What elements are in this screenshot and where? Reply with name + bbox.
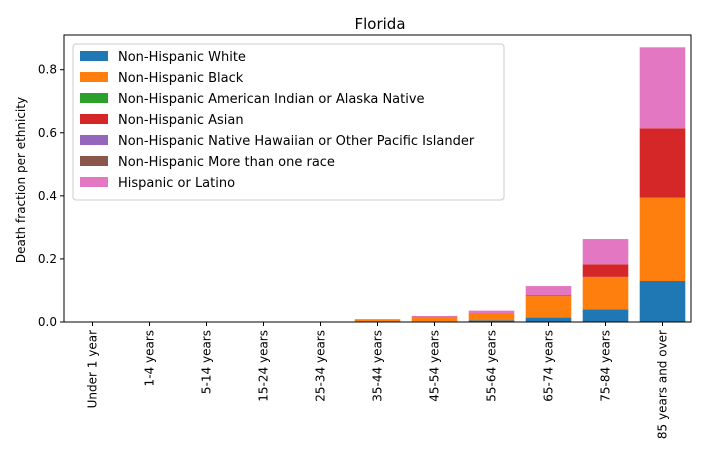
bar-1-7 bbox=[468, 313, 515, 321]
legend-swatch-1 bbox=[80, 72, 108, 82]
bar-1-6 bbox=[411, 316, 458, 322]
bar-6-6 bbox=[411, 316, 458, 317]
y-tick-label-3: 0.6 bbox=[38, 126, 57, 140]
chart-title: Florida bbox=[354, 15, 405, 33]
legend-swatch-5 bbox=[80, 156, 108, 166]
legend-swatch-6 bbox=[80, 177, 108, 187]
x-tick-label-10: 85 years and over bbox=[656, 330, 670, 439]
legend-label-2: Non-Hispanic American Indian or Alaska N… bbox=[118, 92, 425, 107]
y-tick-label-2: 0.4 bbox=[38, 189, 57, 203]
y-axis-label: Death fraction per ethnicity bbox=[14, 97, 28, 263]
y-tick-label-0: 0.0 bbox=[38, 315, 57, 329]
legend-swatch-2 bbox=[80, 93, 108, 103]
bar-1-5 bbox=[354, 319, 401, 322]
x-tick-label-9: 75-84 years bbox=[599, 330, 613, 402]
x-tick-label-5: 35-44 years bbox=[371, 330, 385, 402]
legend-label-3: Non-Hispanic Asian bbox=[118, 113, 244, 128]
legend-label-6: Hispanic or Latino bbox=[118, 176, 235, 191]
legend-label-5: Non-Hispanic More than one race bbox=[118, 155, 335, 170]
bar-6-7 bbox=[468, 310, 515, 314]
bar-6-8 bbox=[525, 286, 572, 296]
bar-6-10 bbox=[639, 47, 686, 129]
legend-label-4: Non-Hispanic Native Hawaiian or Other Pa… bbox=[118, 134, 475, 149]
bar-0-10 bbox=[639, 281, 686, 322]
bars-group bbox=[297, 47, 686, 322]
x-tick-label-0: Under 1 year bbox=[86, 330, 100, 408]
x-tick-label-7: 55-64 years bbox=[485, 330, 499, 402]
legend-label-0: Non-Hispanic White bbox=[118, 50, 246, 65]
legend: Non-Hispanic White Non-Hispanic Black Non-… bbox=[72, 43, 505, 201]
y-tick-label-1: 0.2 bbox=[38, 252, 57, 266]
bar-3-10 bbox=[639, 128, 686, 198]
bar-0-8 bbox=[525, 317, 572, 322]
bar-6-9 bbox=[582, 239, 629, 265]
legend-swatch-4 bbox=[80, 135, 108, 145]
bar-0-7 bbox=[468, 320, 515, 322]
x-tick-label-8: 65-74 years bbox=[542, 330, 556, 402]
legend-label-1: Non-Hispanic Black bbox=[118, 71, 244, 86]
bar-1-10 bbox=[639, 197, 686, 281]
bar-3-9 bbox=[582, 264, 629, 277]
x-tick-label-1: 1-4 years bbox=[143, 330, 157, 386]
x-tick-label-6: 45-54 years bbox=[428, 330, 442, 402]
y-tick-label-4: 0.8 bbox=[38, 63, 57, 77]
bar-0-9 bbox=[582, 309, 629, 322]
legend-frame bbox=[72, 43, 505, 201]
bar-1-8 bbox=[525, 296, 572, 318]
legend-swatch-3 bbox=[80, 114, 108, 124]
axes-group: 0.0 0.2 0.4 0.6 0.8 Under 1 year 1-4 years 5-14… bbox=[38, 34, 692, 439]
x-tick-label-3: 15-24 years bbox=[257, 330, 271, 402]
bar-1-9 bbox=[582, 276, 629, 310]
x-tick-label-2: 5-14 years bbox=[200, 330, 214, 394]
x-tick-label-4: 25-34 years bbox=[314, 330, 328, 402]
bar-3-8 bbox=[525, 295, 572, 297]
legend-swatch-0 bbox=[80, 51, 108, 61]
